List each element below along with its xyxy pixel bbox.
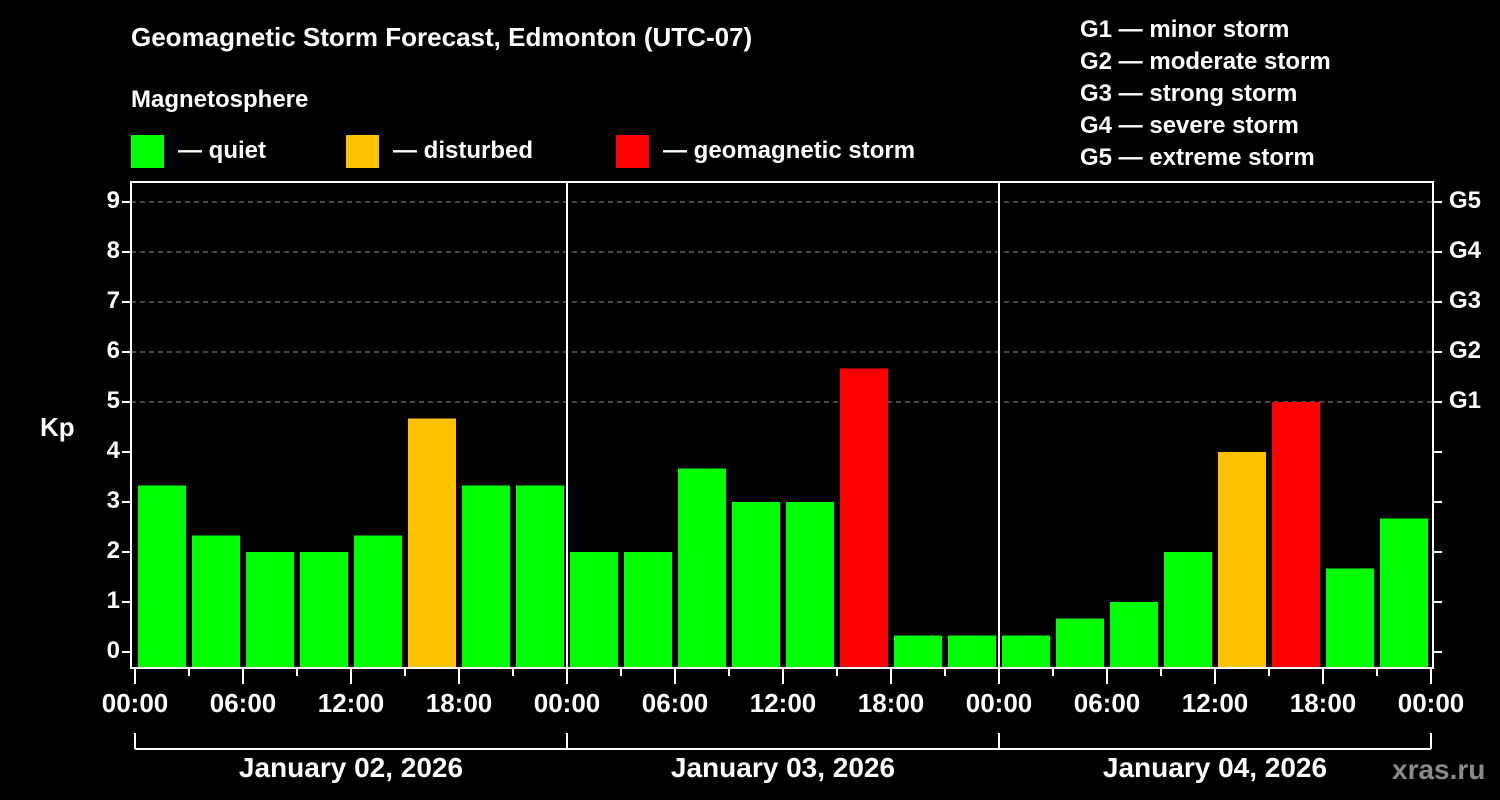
g-scale-tick-label: G4 xyxy=(1449,237,1482,264)
x-tick-label: 18:00 xyxy=(1289,688,1357,718)
date-label: January 04, 2026 xyxy=(1102,752,1328,783)
g-scale-tick-label: G5 xyxy=(1449,187,1482,214)
bar-quiet xyxy=(246,552,294,668)
legend-label-storm: — geomagnetic storm xyxy=(663,137,916,164)
x-tick-label: 06:00 xyxy=(1073,688,1141,718)
y-tick-label: 4 xyxy=(106,437,120,464)
bar-disturbed xyxy=(408,418,456,668)
bar-storm xyxy=(1272,402,1320,668)
x-tick-label: 00:00 xyxy=(1397,688,1465,718)
chart-title: Geomagnetic Storm Forecast, Edmonton (UT… xyxy=(131,22,753,52)
y-tick-label: 0 xyxy=(106,637,120,664)
legend-label-quiet: — quiet xyxy=(178,137,266,164)
bar-quiet xyxy=(354,535,402,668)
watermark: xras.ru xyxy=(1392,754,1486,785)
storm-scale-g4: G4 — severe storm xyxy=(1080,112,1299,139)
bar-quiet xyxy=(192,535,240,668)
x-tick-label: 00:00 xyxy=(101,688,169,718)
date-label: January 03, 2026 xyxy=(670,752,896,783)
x-tick-label: 06:00 xyxy=(209,688,277,718)
x-tick-label: 12:00 xyxy=(1181,688,1249,718)
bar-quiet xyxy=(948,635,996,668)
bar-disturbed xyxy=(1218,452,1266,668)
storm-scale-list: G1 — minor storm G2 — moderate storm G3 … xyxy=(1080,14,1331,174)
x-tick-label: 18:00 xyxy=(857,688,925,718)
g-scale-tick-label: G2 xyxy=(1449,337,1482,364)
y-tick-label: 5 xyxy=(106,387,120,414)
storm-scale-g2: G2 — moderate storm xyxy=(1080,48,1331,75)
legend-swatch-storm xyxy=(616,134,649,168)
y-tick-label: 6 xyxy=(106,337,120,364)
y-tick-label: 1 xyxy=(106,587,120,614)
legend-quiet: — quiet xyxy=(131,134,266,168)
y-tick-label: 2 xyxy=(106,537,120,564)
bar-quiet xyxy=(1164,552,1212,668)
bar-quiet xyxy=(1056,618,1104,668)
bar-quiet xyxy=(786,502,834,668)
storm-scale-g3: G3 — strong storm xyxy=(1080,80,1298,107)
bar-quiet xyxy=(1326,568,1374,668)
bar-quiet xyxy=(138,485,186,668)
g-scale-tick-label: G1 xyxy=(1449,387,1482,414)
legend-storm: — geomagnetic storm xyxy=(616,134,915,168)
x-tick-label: 18:00 xyxy=(425,688,493,718)
y-tick-label: 9 xyxy=(106,187,120,214)
x-tick-label: 00:00 xyxy=(965,688,1033,718)
bar-quiet xyxy=(624,552,672,668)
y-axis-label: Kp xyxy=(40,412,75,442)
legend-swatch-quiet xyxy=(131,134,164,168)
y-tick-label: 3 xyxy=(106,487,120,514)
bar-quiet xyxy=(1002,635,1050,668)
storm-scale-g5: G5 — extreme storm xyxy=(1080,144,1315,171)
x-tick-label: 00:00 xyxy=(533,688,601,718)
g-scale-tick-label: G3 xyxy=(1449,287,1482,314)
y-tick-label: 7 xyxy=(106,287,120,314)
bar-quiet xyxy=(1110,602,1158,668)
bar-storm xyxy=(840,368,888,668)
x-tick-label: 12:00 xyxy=(749,688,817,718)
bar-quiet xyxy=(1380,518,1428,668)
bar-quiet xyxy=(300,552,348,668)
chart-subtitle: Magnetosphere xyxy=(131,86,309,113)
legend-label-disturbed: — disturbed xyxy=(393,137,534,164)
date-label: January 02, 2026 xyxy=(238,752,464,783)
bar-quiet xyxy=(732,502,780,668)
bar-quiet xyxy=(516,485,564,668)
bar-quiet xyxy=(462,485,510,668)
storm-scale-g1: G1 — minor storm xyxy=(1080,16,1290,43)
bar-quiet xyxy=(570,552,618,668)
x-tick-label: 12:00 xyxy=(317,688,385,718)
bar-quiet xyxy=(678,468,726,668)
legend-swatch-disturbed xyxy=(346,134,379,168)
x-tick-label: 06:00 xyxy=(641,688,709,718)
legend-disturbed: — disturbed xyxy=(346,134,533,168)
y-tick-label: 8 xyxy=(106,237,120,264)
bar-quiet xyxy=(894,635,942,668)
